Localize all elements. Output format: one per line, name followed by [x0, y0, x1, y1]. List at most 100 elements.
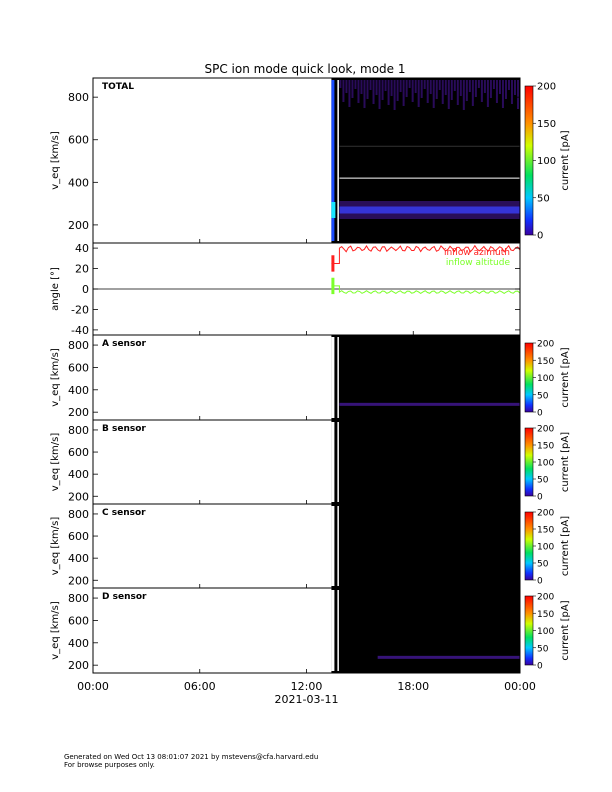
colorbar: 0 50 100 150 200 current [pA]: [524, 82, 571, 242]
x-tick-label: 18:00: [397, 680, 429, 693]
fringe-cell: [447, 80, 450, 109]
y-tick-label: 600: [68, 446, 89, 459]
colorbar-tick-label: 0: [537, 662, 543, 672]
onset-stripe: [331, 506, 335, 586]
y-tick-label: 600: [68, 134, 89, 147]
y-tick-label: 600: [68, 361, 89, 374]
beam-halo: [339, 201, 520, 219]
y-tick-label: 600: [68, 530, 89, 543]
y-axis-label: v_eq [km/s]: [50, 348, 61, 407]
y-tick-label: 400: [68, 552, 89, 565]
onset-gap-line: [337, 80, 339, 241]
fringe-cell: [399, 80, 402, 92]
colorbar-gradient: [524, 595, 534, 666]
colorbar-label: current [pA]: [560, 347, 571, 407]
spectrogram-background: [331, 504, 520, 588]
colorbar-tick-label: 0: [537, 409, 543, 419]
fringe-cell: [459, 80, 462, 96]
colorbar-gradient: [524, 427, 534, 497]
fringe-cell: [375, 80, 378, 95]
plasma-beam: [377, 655, 520, 659]
panel-0: TOTAL 0 50 100 150 200 current [pA] 200 400 600 80…: [50, 77, 571, 244]
panel-label: D sensor: [102, 592, 147, 602]
fringe-cell: [468, 80, 471, 92]
panel-label: A sensor: [102, 339, 147, 349]
colorbar-tick-label: 100: [537, 627, 554, 637]
y-tick-label: 800: [68, 592, 89, 605]
fringe-cell: [366, 80, 369, 99]
fringe-cell: [411, 80, 414, 102]
colorbar-tick-label: 50: [537, 391, 549, 401]
y-tick-label: 200: [68, 574, 89, 587]
fringe-cell: [345, 80, 348, 93]
x-tick-label: 12:00: [291, 680, 323, 693]
fringe-cell: [513, 80, 516, 95]
colorbar-tick-label: 100: [537, 156, 556, 167]
colorbar-tick-label: 200: [537, 425, 554, 435]
fringe-cell: [516, 80, 519, 109]
y-tick-label: 400: [68, 384, 89, 397]
onset-gap-line: [337, 337, 339, 418]
y-tick-label: 600: [68, 614, 89, 627]
fringe-cell: [501, 80, 504, 108]
fringe-cell: [480, 80, 483, 102]
fringe-cell: [438, 80, 441, 90]
fringe-cell: [486, 80, 489, 107]
colorbar-label: current [pA]: [560, 600, 571, 660]
onset-stripe: [331, 422, 335, 502]
y-tick-label: 800: [68, 339, 89, 352]
y-tick-label: 800: [68, 424, 89, 437]
fringe-cell: [465, 80, 468, 101]
colorbar-tick-label: 150: [537, 357, 554, 367]
colorbar-tick-label: 200: [537, 593, 554, 603]
fringe-cell: [342, 80, 345, 102]
colorbar-tick-label: 150: [537, 442, 554, 452]
onset-stripe: [331, 590, 335, 671]
fringe-cell: [489, 80, 492, 98]
plasma-beam: [339, 206, 520, 214]
y-tick-label: 800: [68, 508, 89, 521]
colorbar-tick-label: 100: [537, 374, 554, 384]
fringe-cell: [384, 80, 387, 91]
series-onset-bar: [331, 255, 335, 272]
colorbar-tick-label: 200: [537, 82, 556, 93]
colorbar-gradient: [524, 85, 534, 236]
spectrogram-background: [331, 588, 520, 673]
fringe-cell: [456, 80, 459, 105]
fringe-cell: [348, 80, 351, 107]
fringe-cell: [507, 80, 510, 90]
y-tick-label: 200: [68, 490, 89, 503]
colorbar-tick-label: 50: [537, 476, 549, 486]
onset-stripe: [331, 337, 335, 418]
fringe-cell: [492, 80, 495, 89]
fringe-cell: [429, 80, 432, 94]
y-tick-label: 20: [75, 263, 89, 276]
fringe-cell: [471, 80, 474, 106]
x-tick-label: 00:00: [504, 680, 536, 693]
colorbar: 0 50 100 150 200 current [pA]: [524, 340, 571, 419]
fringe-cell: [498, 80, 501, 94]
fringe-cell: [510, 80, 513, 104]
fringe-cell: [396, 80, 399, 101]
panel-5: D sensor 0 50 100 150 200 current [pA] 200 400 60…: [50, 587, 571, 674]
spectrogram-background: [331, 335, 520, 420]
fringe-cell: [420, 80, 423, 98]
fringe-cell: [450, 80, 453, 100]
fringe-cell: [426, 80, 429, 103]
fringe-cell: [354, 80, 357, 89]
footer-line-1: Generated on Wed Oct 13 08:01:07 2021 by…: [64, 753, 318, 761]
fringe-cell: [369, 80, 372, 90]
fringe-cell: [504, 80, 507, 99]
colorbar-gradient: [524, 511, 534, 581]
colorbar: 0 50 100 150 200 current [pA]: [524, 593, 571, 672]
y-axis-label: angle [°]: [50, 267, 61, 311]
colorbar-tick-label: 150: [537, 526, 554, 536]
y-axis-label: v_eq [km/s]: [50, 433, 61, 492]
series-legend: inflow azimuth: [444, 248, 510, 258]
fringe-cell: [462, 80, 465, 110]
panel-label: C sensor: [102, 508, 146, 518]
fringe-cell: [495, 80, 498, 103]
fringe-cell: [357, 80, 360, 103]
